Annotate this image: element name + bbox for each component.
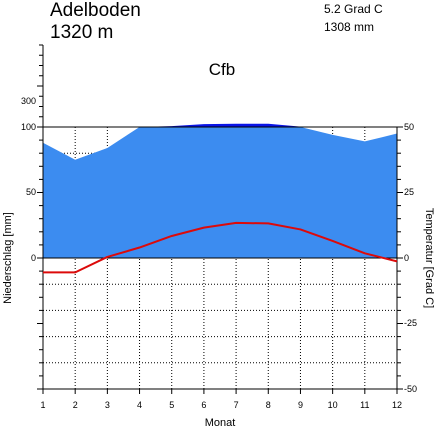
x-axis-label: Monat — [205, 417, 236, 429]
precip-tick-50: 50 — [26, 187, 36, 197]
month-label-5: 5 — [169, 400, 174, 410]
month-label-7: 7 — [234, 400, 239, 410]
month-label-6: 6 — [201, 400, 206, 410]
right-minor-ticks — [397, 126, 403, 390]
month-label-3: 3 — [105, 400, 110, 410]
temp-tick-25: 25 — [404, 187, 414, 197]
station-name: Adelboden — [50, 0, 141, 21]
month-label-4: 4 — [137, 400, 142, 410]
precipitation-area — [43, 127, 397, 258]
precip-tick-300: 300 — [21, 96, 36, 106]
month-label-1: 1 — [40, 400, 45, 410]
month-label-9: 9 — [298, 400, 303, 410]
temp-tick-minus50: -50 — [404, 384, 417, 394]
month-label-10: 10 — [328, 400, 338, 410]
left-minor-ticks — [37, 44, 43, 390]
climate-class: Cfb — [209, 60, 235, 79]
bottom-ticks — [42, 389, 398, 394]
left-axis-label: Niederschlag [mm] — [2, 212, 14, 304]
mean-temperature: 5.2 Grad C — [324, 2, 383, 16]
precip-tick-0: 0 — [31, 253, 36, 263]
temp-tick-minus25: -25 — [404, 318, 417, 328]
temp-tick-50: 50 — [404, 122, 414, 132]
precipitation-excess-area — [43, 123, 397, 127]
temperature-line — [43, 221, 398, 274]
right-axis-label: Temperatur [Grad C] — [423, 208, 435, 308]
precip-tick-100: 100 — [21, 122, 36, 132]
month-label-8: 8 — [266, 400, 271, 410]
station-elevation: 1320 m — [50, 22, 113, 43]
month-label-11: 11 — [360, 400, 369, 410]
month-label-2: 2 — [73, 400, 78, 410]
temp-tick-0: 0 — [404, 253, 409, 263]
annual-precipitation: 1308 mm — [324, 20, 374, 34]
month-label-12: 12 — [392, 400, 402, 410]
